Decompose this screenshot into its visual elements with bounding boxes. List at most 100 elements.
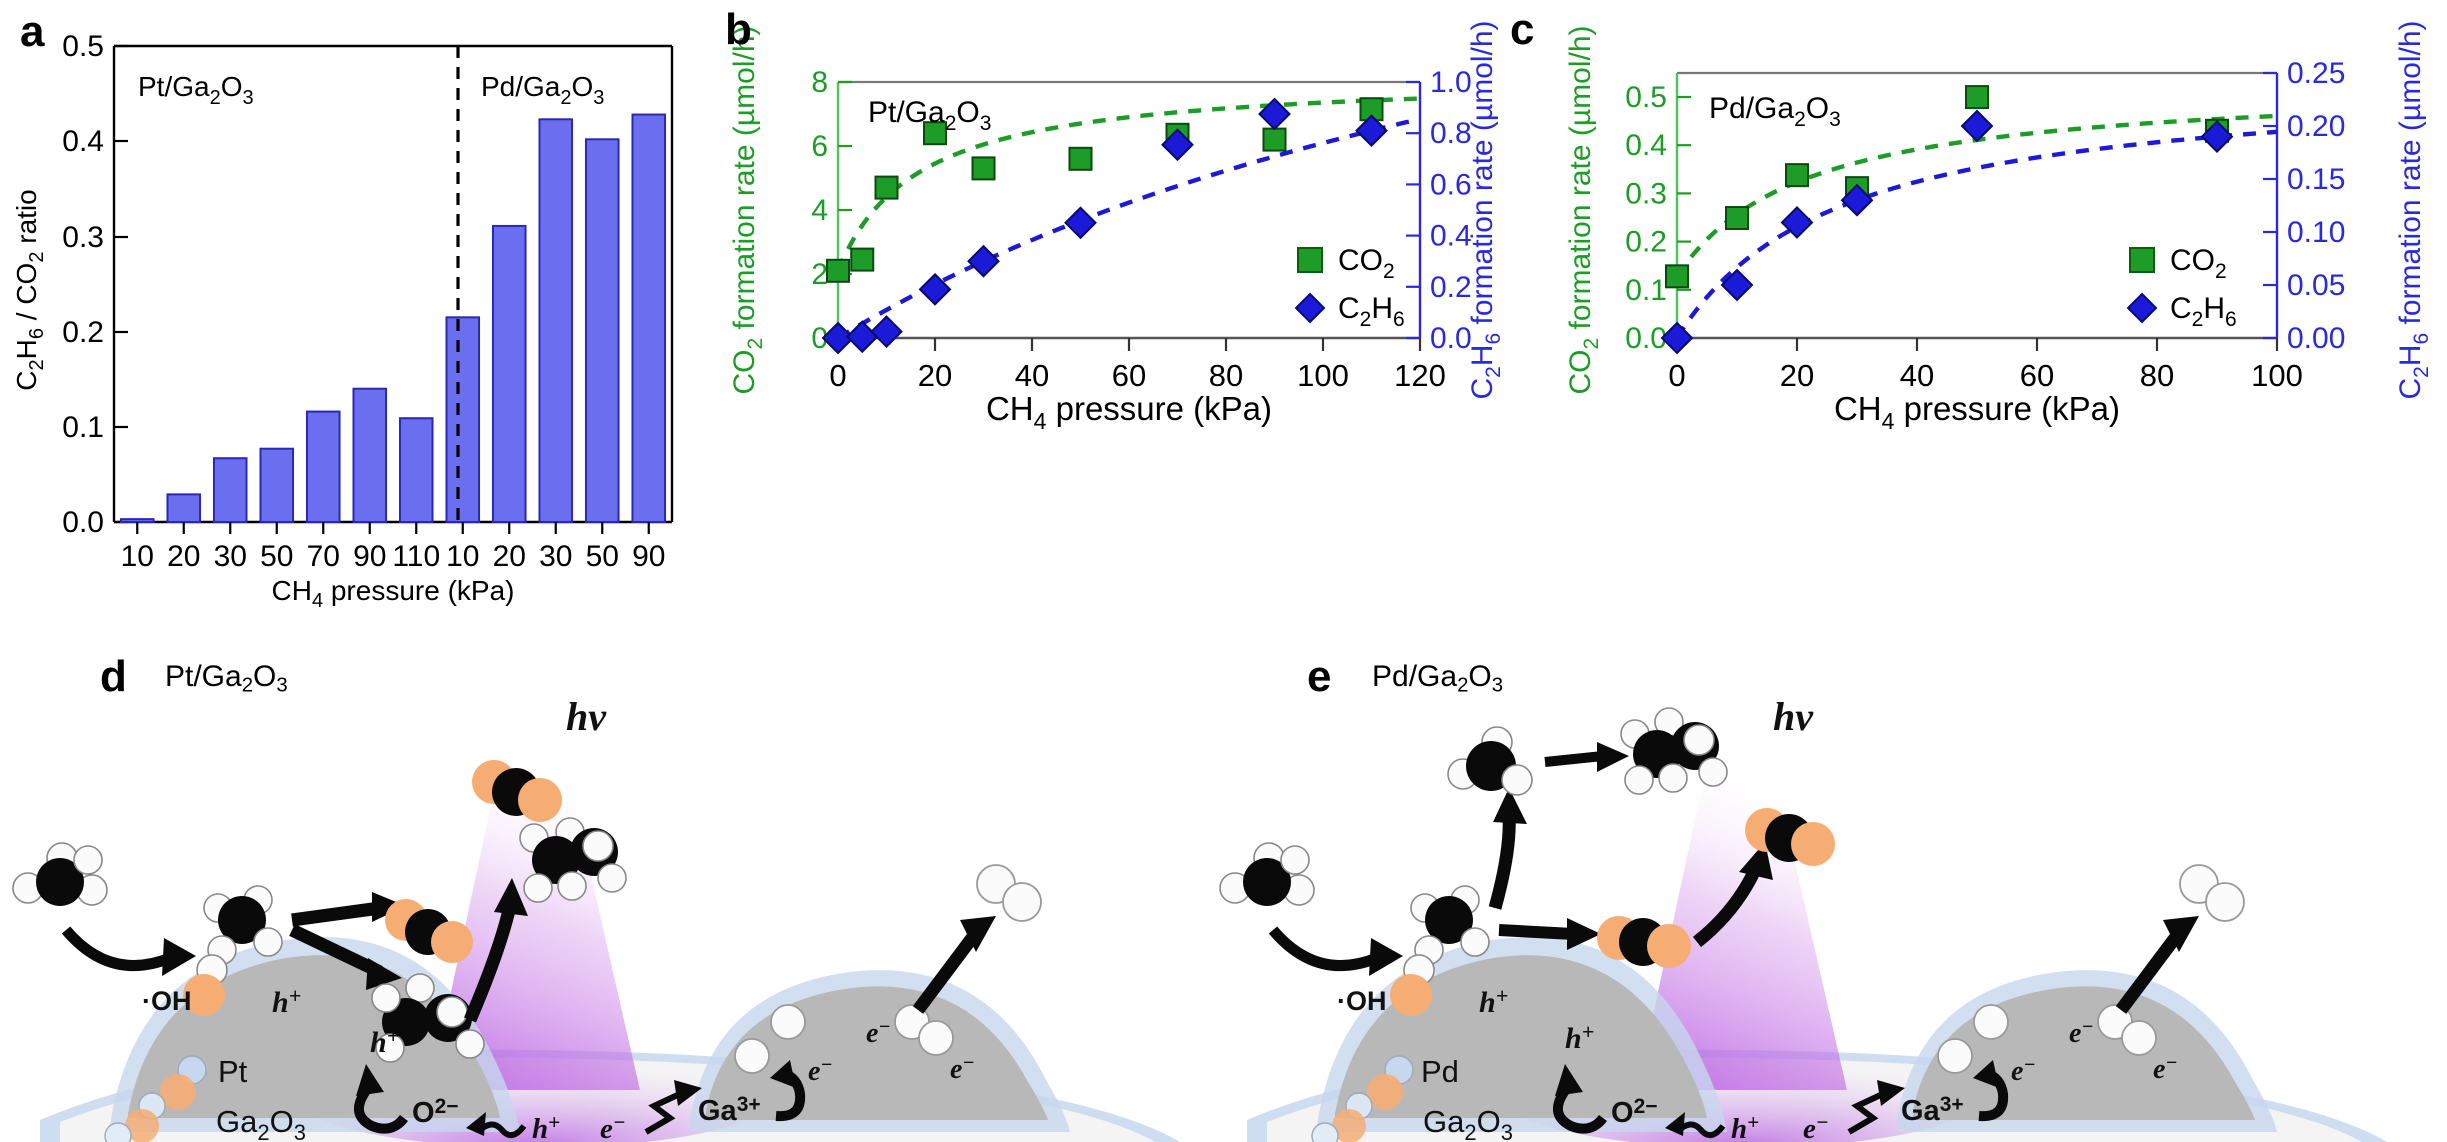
panel-c-axes <box>1675 71 2279 340</box>
panel-a-xticklabel: 20 <box>493 540 526 573</box>
panel-e-arrowhead-o2-minus <box>1555 1064 1583 1096</box>
panel-d-squiggle-hole <box>475 1121 527 1139</box>
svg-text:0.20: 0.20 <box>2287 110 2345 143</box>
panel-b-point-co2 <box>850 247 875 272</box>
panel-c-xticklabel: 60 <box>2020 358 2054 393</box>
panel-a-xticklabel: 70 <box>307 540 340 573</box>
panel-e-electron-label-1: e− <box>1803 1110 1829 1142</box>
panel-a-axes <box>112 44 674 524</box>
panel-e-light-beam <box>1637 740 1847 1090</box>
panel-e-arrowhead-h2-desorb <box>2163 916 2199 952</box>
svg-text:0.1: 0.1 <box>1625 274 1667 307</box>
panel-e: e Pd/Ga2O3 hv <box>1207 620 2447 1142</box>
panel-c-xlabel: CH4 pressure (kPa) <box>1834 390 2120 434</box>
panel-a-group-label-pt: Pt/Ga2O3 <box>138 71 254 109</box>
panel-e-title-mid: O <box>1468 660 1492 693</box>
panel-b-ylabel-left: CO2 formation rate (µmol/h) <box>728 25 767 394</box>
panel-b-fit-co2 <box>835 96 1421 272</box>
panel-a-xticklabel: 10 <box>121 540 154 573</box>
panel-d-title: Pt/Ga2O3 <box>165 662 288 696</box>
panel-a-ylabel: C2H6 / CO2 ratio <box>11 189 48 390</box>
svg-text:0.15: 0.15 <box>2287 163 2345 196</box>
panel-d-arrow-adsorb <box>61 926 173 972</box>
panel-d-arrow-desorb <box>464 904 517 1023</box>
panel-d-arrowhead-hole <box>466 1112 486 1136</box>
panel-d-arrowhead-electron-transfer <box>770 1060 796 1088</box>
panel-c-chart: 0.0 0.1 0.2 0.3 0.4 0.5 0.00 0.05 0.10 <box>1564 20 2433 434</box>
panel-a-y-ticks <box>114 44 128 524</box>
panel-e-hole-label-1: h+ <box>1479 983 1508 1019</box>
panel-d-arrow-branch-upper <box>291 892 406 927</box>
panel-c-point-co2 <box>1665 264 1689 289</box>
panel-c-xticklabel: 100 <box>2251 358 2303 393</box>
panel-a-xticklabel: 50 <box>260 540 293 573</box>
panel-b-point-co2 <box>874 175 899 200</box>
panel-c-legend: CO2 C2H6 <box>2126 244 2237 331</box>
panel-d-metal-label: Pt <box>218 1054 248 1089</box>
svg-text:0.0: 0.0 <box>1625 322 1667 355</box>
panel-e-molecule-h2-gas <box>2179 864 2245 922</box>
panel-d: d Pt/Ga2O3 <box>0 620 1240 1142</box>
panel-b-letter: b <box>725 5 752 54</box>
svg-text:0.4: 0.4 <box>1430 220 1472 253</box>
panel-d-arrow-h2-desorb <box>912 934 978 1014</box>
panel-d-arrowhead-o2-minus <box>356 1064 384 1096</box>
panel-c: c 0.0 0.1 0.2 0.3 0.4 <box>1490 0 2447 620</box>
panel-a-letter: a <box>20 7 45 56</box>
svg-text:0.0: 0.0 <box>1430 322 1472 355</box>
svg-text:0.05: 0.05 <box>2287 269 2345 302</box>
panel-a-group-label-pd: Pd/Ga2O3 <box>481 71 604 109</box>
panel-c-plot-area <box>1660 85 2278 355</box>
panel-a-bar <box>259 447 295 524</box>
panel-b-point-co2 <box>971 156 996 181</box>
panel-a-bar <box>538 118 574 524</box>
panel-d-title-pre: Pt/Ga <box>165 660 242 693</box>
panel-c-point-c2h6 <box>1960 109 1994 143</box>
panel-a-bar <box>631 113 667 523</box>
panel-c-right-ticklabels: 0.00 0.05 0.10 0.15 0.20 0.25 <box>2287 57 2345 355</box>
panel-e-molecule-co2-surface <box>1597 916 1691 968</box>
panel-d-electron-label-3: e− <box>866 1016 891 1049</box>
panel-e-hole-label-3: h+ <box>1731 1110 1759 1142</box>
panel-a: a 0.0 0.1 0.2 0.3 <box>0 0 740 620</box>
svg-text:0.00: 0.00 <box>2287 322 2345 355</box>
panel-e-arrow-adsorb <box>1268 926 1380 972</box>
panel-e-arrowhead-electron-transfer <box>1973 1060 1999 1088</box>
panel-a-bar <box>584 138 620 524</box>
svg-text:0.4: 0.4 <box>1625 129 1667 162</box>
panel-b-point-c2h6 <box>1355 114 1388 148</box>
panel-a-ytick-1: 0.1 <box>62 411 104 444</box>
panel-a-ytick-3: 0.3 <box>62 221 104 254</box>
panel-c-point-c2h6 <box>1780 206 1814 239</box>
panel-d-squiggle-electron <box>644 1089 686 1135</box>
panel-a-x-ticks <box>136 522 650 534</box>
svg-text:0: 0 <box>811 322 828 355</box>
panel-a-chart: 0.0 0.1 0.2 0.3 0.4 0.5 10 20 30 50 70 90 110 1… <box>11 30 674 612</box>
panel-b-point-c2h6 <box>821 321 855 355</box>
panel-a-bar <box>445 316 481 523</box>
panel-a-ytick-4: 0.4 <box>62 125 104 158</box>
svg-text:4: 4 <box>811 194 828 227</box>
panel-e-electron-label-3: e− <box>2069 1016 2094 1049</box>
panel-b-xticklabel: 20 <box>918 358 952 393</box>
panel-d-photon-label: hv <box>566 694 607 739</box>
panel-e-electron-label-4: e− <box>2153 1052 2178 1085</box>
panel-d-molecule-ch4-incoming <box>12 842 108 906</box>
panel-b-point-c2h6 <box>1258 97 1291 131</box>
panel-c-ylabel-right: C2H6 formation rate (µmol/h) <box>2394 20 2433 399</box>
panel-b-point-c2h6 <box>870 315 903 349</box>
panel-b-right-ticks <box>1406 80 1420 340</box>
svg-text:0.6: 0.6 <box>1430 168 1472 201</box>
svg-text:2: 2 <box>811 258 828 291</box>
panel-a-bars <box>119 113 667 524</box>
panel-d-support-label: Ga2O3 <box>216 1104 306 1142</box>
panel-d-electron-label-2: e− <box>808 1054 833 1087</box>
panel-c-ylabel-left: CO2 formation rate (µmol/h) <box>1564 25 1603 394</box>
panel-b-right-ticklabels: 0.0 0.2 0.4 0.6 0.8 1.0 <box>1430 66 1472 355</box>
panel-b-xticklabel: 60 <box>1112 358 1146 393</box>
panel-b-legend-marker-c2h6 <box>1294 292 1326 324</box>
panel-e-arrowhead-electron <box>1877 1080 1905 1106</box>
panel-d-hole-label-1: h+ <box>272 983 301 1019</box>
panel-d-molecule-c2h6-gas <box>519 817 627 903</box>
